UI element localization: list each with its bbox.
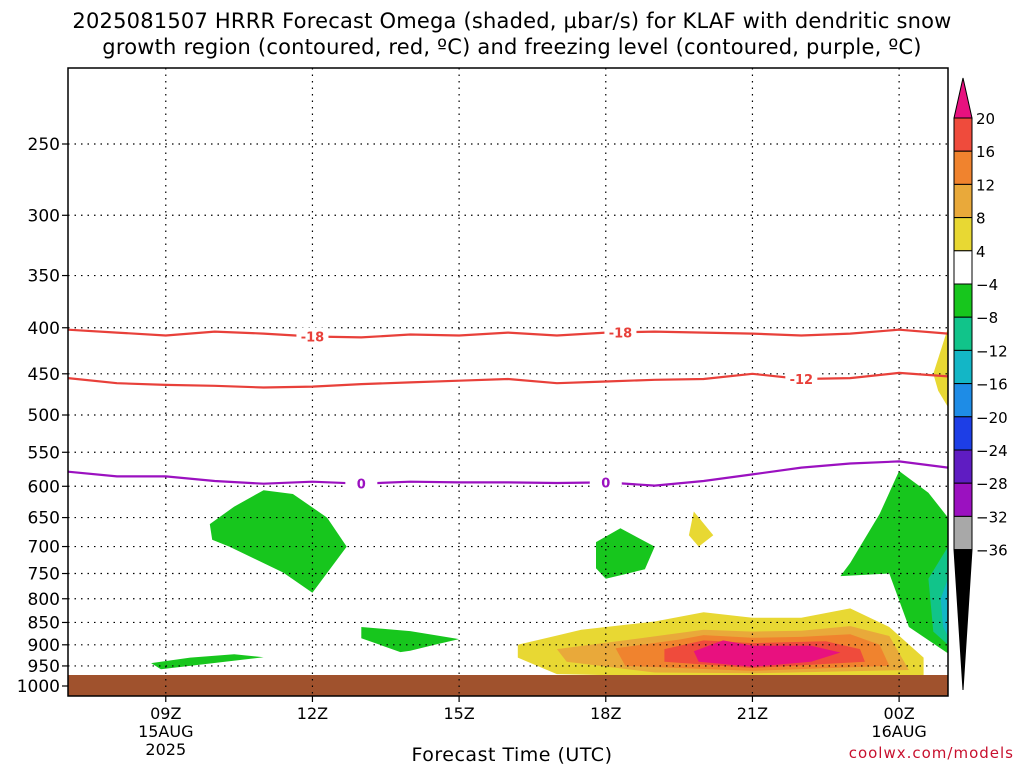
y-tick-label-400: 400 xyxy=(28,319,60,339)
x-tick-label-18Z: 18Z xyxy=(590,704,621,723)
chart-title: 2025081507 HRRR Forecast Omega (shaded, … xyxy=(0,8,1024,60)
colorbar-box-6 xyxy=(953,283,973,318)
y-tick-label-700: 700 xyxy=(28,538,60,558)
omega-region-6 xyxy=(940,578,948,636)
omega-region-1 xyxy=(151,654,264,670)
y-tick-label-750: 750 xyxy=(28,565,60,585)
colorbar-box-4 xyxy=(953,217,973,252)
colorbar-box-12 xyxy=(953,482,973,517)
y-tick-label-950: 950 xyxy=(28,657,60,677)
colorbar-legend: 20 16 12 8 4 −4 −8 −12 −16 −20 −24 −28 −32 −36 xyxy=(953,77,1008,691)
x-tick-label-00Z: 00Z xyxy=(883,704,914,723)
y-tick-label-1000: 1000 xyxy=(17,677,60,697)
omega-region-13 xyxy=(693,640,841,667)
x-tick-label-15Z: 15Z xyxy=(443,704,474,723)
omega-region-4 xyxy=(840,471,948,654)
y-tick-label-850: 850 xyxy=(28,613,60,633)
x-axis-title: Forecast Time (UTC) xyxy=(411,744,613,766)
contour-label-bg-2-1 xyxy=(589,473,622,490)
contour-label-bg-0-1 xyxy=(604,323,637,340)
omega-shaded-regions xyxy=(151,327,948,679)
y-tick-label-500: 500 xyxy=(28,406,60,426)
y-axis: 250 300 350 400 450 500 550 600 650 700 750 800 850 9… xyxy=(17,135,68,697)
grid-lines xyxy=(68,68,948,696)
credit-text: coolwx.com/models xyxy=(848,744,1014,762)
colorbar-box-9 xyxy=(953,383,973,418)
colorbar-top-arrow xyxy=(953,77,973,119)
y-tick-label-550: 550 xyxy=(28,443,60,463)
colorbar-box-13 xyxy=(953,515,973,551)
x-tick-label-09Z: 09Z xyxy=(150,704,181,723)
colorbar-label-4: 4 xyxy=(976,243,986,261)
contour-label-1-0: -12 xyxy=(790,373,814,388)
colorbar-label-6: −8 xyxy=(976,309,998,327)
y-tick-label-650: 650 xyxy=(28,509,60,529)
y-tick-label-800: 800 xyxy=(28,590,60,610)
y-tick-label-350: 350 xyxy=(28,267,60,287)
omega-region-2 xyxy=(361,627,460,653)
colorbar-label-9: −20 xyxy=(976,409,1008,427)
plot-frame xyxy=(67,67,949,697)
contour-label-bg-2-0 xyxy=(345,474,378,491)
colorbar-label-11: −28 xyxy=(976,475,1008,493)
ground-layer xyxy=(68,675,948,696)
y-tick-label-250: 250 xyxy=(28,135,60,155)
contour-label-0-0: -18 xyxy=(301,330,325,345)
temperature-contours: -18 -18 -12 0 0 xyxy=(67,323,949,493)
contour-label-0-1: -18 xyxy=(609,326,633,341)
contour-label-2-1: 0 xyxy=(601,476,610,491)
y-tick-label-600: 600 xyxy=(28,477,60,497)
colorbar-box-3 xyxy=(953,183,973,219)
x-tick-label-12Z: 12Z xyxy=(297,704,328,723)
omega-region-0 xyxy=(209,490,347,593)
colorbar-label-8: −16 xyxy=(976,376,1008,394)
colorbar-box-5 xyxy=(953,250,973,285)
colorbar-label-1: 16 xyxy=(976,143,995,161)
colorbar-label-13: −36 xyxy=(976,542,1008,560)
colorbar-box-7 xyxy=(953,316,973,351)
colorbar-label-3: 8 xyxy=(976,210,986,228)
colorbar-bottom-arrow xyxy=(953,549,973,691)
x-tick-date-09Z: 15AUG xyxy=(138,722,193,741)
contour-label-bg-0-0 xyxy=(296,327,329,344)
x-tick-label-21Z: 21Z xyxy=(737,704,768,723)
colorbar-label-2: 12 xyxy=(976,176,995,194)
colorbar-box-8 xyxy=(953,349,973,385)
y-tick-label-900: 900 xyxy=(28,636,60,656)
chart-title-line-2: growth region (contoured, red, ºC) and f… xyxy=(102,35,922,59)
colorbar-box-11 xyxy=(953,449,973,484)
omega-region-3 xyxy=(596,528,655,579)
contour-label-2-0: 0 xyxy=(357,478,366,493)
colorbar-label-5: −4 xyxy=(976,276,998,294)
y-tick-label-300: 300 xyxy=(28,206,60,226)
colorbar-box-2 xyxy=(953,150,973,185)
x-tick-date-00Z: 16AUG xyxy=(871,722,926,741)
contour--18 xyxy=(67,328,949,339)
colorbar-box-10 xyxy=(953,416,973,451)
x-tick-year-09Z: 2025 xyxy=(145,740,186,759)
colorbar-label-12: −32 xyxy=(976,508,1008,526)
colorbar-label-0: 20 xyxy=(976,110,995,128)
colorbar-box-1 xyxy=(953,117,973,152)
omega-region-9 xyxy=(933,327,948,408)
colorbar-label-10: −24 xyxy=(976,442,1008,460)
ground-below-surface xyxy=(68,675,948,696)
contour-label-bg-1-0 xyxy=(785,369,818,386)
chart-title-line-1: 2025081507 HRRR Forecast Omega (shaded, … xyxy=(72,9,952,33)
contour-0 xyxy=(67,460,949,487)
colorbar-label-7: −12 xyxy=(976,342,1008,360)
y-tick-label-450: 450 xyxy=(28,365,60,385)
omega-region-8 xyxy=(688,511,714,547)
